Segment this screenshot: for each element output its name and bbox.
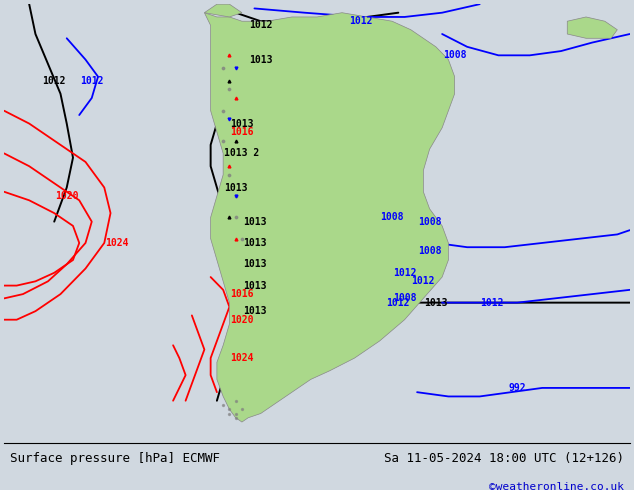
Text: 1012: 1012	[387, 297, 410, 308]
Polygon shape	[204, 13, 455, 422]
Text: 1008: 1008	[380, 212, 404, 222]
Text: 1013: 1013	[230, 119, 254, 128]
Text: 1013 2: 1013 2	[224, 148, 259, 158]
Text: 1013: 1013	[249, 54, 273, 65]
Text: 1013: 1013	[243, 306, 266, 316]
Text: 1012: 1012	[411, 276, 435, 286]
Text: 1013: 1013	[243, 217, 266, 227]
Text: Surface pressure [hPa] ECMWF: Surface pressure [hPa] ECMWF	[10, 452, 221, 465]
Text: 1008: 1008	[418, 246, 441, 256]
Point	[224, 171, 235, 179]
Text: 1012: 1012	[481, 297, 504, 308]
Point	[231, 192, 241, 200]
Text: 1013: 1013	[424, 297, 448, 308]
Text: 1012: 1012	[42, 76, 66, 86]
Point	[237, 405, 247, 413]
Point	[231, 397, 241, 405]
Point	[224, 405, 235, 413]
Text: 1012: 1012	[249, 21, 273, 30]
Text: 1012: 1012	[349, 16, 373, 26]
Text: 1016: 1016	[230, 289, 254, 299]
Point	[231, 414, 241, 422]
Text: 1020: 1020	[55, 191, 79, 201]
Text: 1008: 1008	[393, 294, 417, 303]
Point	[218, 137, 228, 145]
Text: 1012: 1012	[393, 268, 417, 278]
Polygon shape	[567, 17, 618, 38]
Text: ©weatheronline.co.uk: ©weatheronline.co.uk	[489, 482, 624, 490]
Text: 1024: 1024	[230, 353, 254, 363]
Point	[218, 64, 228, 72]
Text: 992: 992	[508, 383, 526, 393]
Text: 1008: 1008	[443, 50, 467, 60]
Text: 1024: 1024	[105, 238, 129, 248]
Text: 1013: 1013	[224, 182, 247, 193]
Text: 1012: 1012	[80, 76, 103, 86]
Text: 1008: 1008	[418, 217, 441, 227]
Point	[237, 235, 247, 243]
Point	[224, 86, 235, 94]
Text: 1013: 1013	[243, 281, 266, 291]
Point	[231, 214, 241, 221]
Text: Sa 11-05-2024 18:00 UTC (12+126): Sa 11-05-2024 18:00 UTC (12+126)	[384, 452, 624, 465]
Point	[218, 107, 228, 115]
Polygon shape	[204, 4, 242, 17]
Text: 1020: 1020	[230, 315, 254, 325]
Point	[231, 410, 241, 417]
Point	[218, 401, 228, 409]
Text: 1013: 1013	[243, 238, 266, 248]
Text: 1016: 1016	[230, 127, 254, 137]
Point	[224, 410, 235, 417]
Text: 1013: 1013	[243, 259, 266, 270]
